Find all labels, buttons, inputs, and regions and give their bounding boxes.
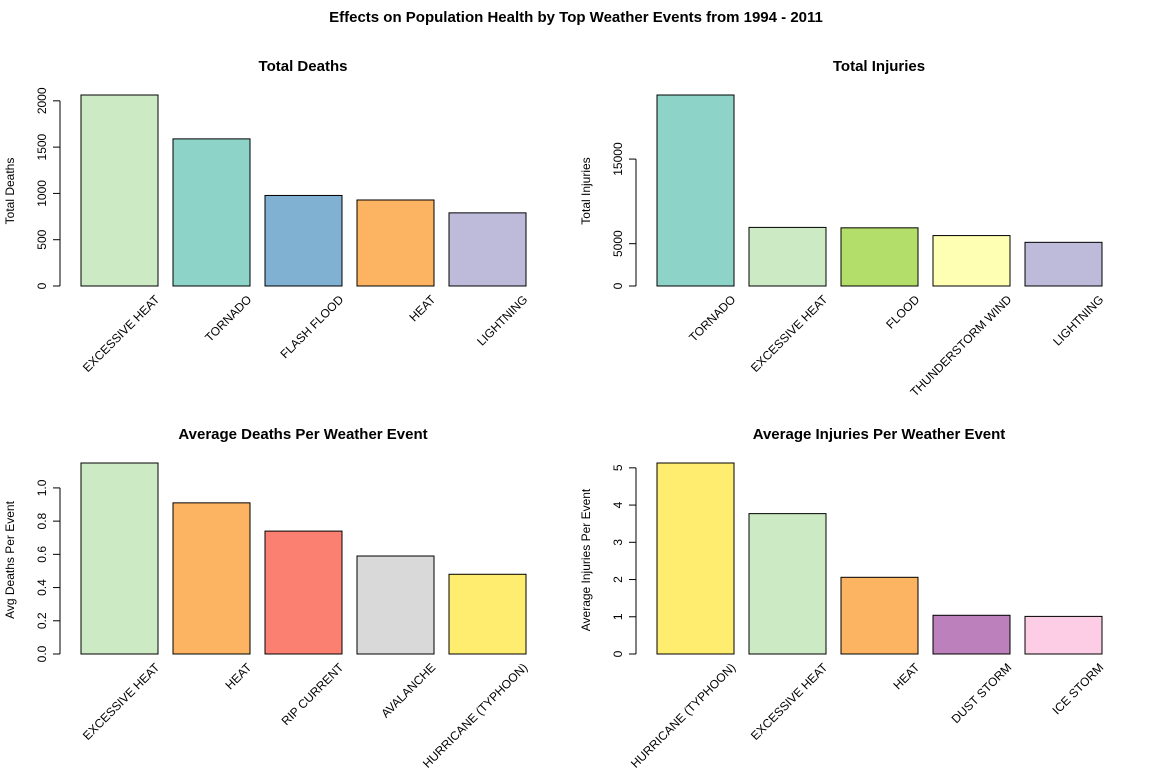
category-label: LIGHTNING [1050,292,1106,348]
category-label: EXCESSIVE HEAT [80,292,163,375]
bar [932,235,1011,287]
panel-total-injuries: Total Injuries Total Injuries 0 5000 15000… [579,58,1106,399]
bar [932,614,1011,655]
panel-average-deaths: Average Deaths Per Weather Event Avg Dea… [3,426,530,768]
panel-title: Total Injuries [833,58,925,75]
y-tick-label: 2000 [35,87,49,114]
bar [1024,241,1103,287]
category-label: THUNDERSTORM WIND [907,292,1014,399]
figure-title: Effects on Population Health by Top Weat… [329,9,823,26]
bar [80,462,159,655]
y-tick-label: 0.0 [35,645,49,662]
bar [656,94,735,287]
category-label: DUST STORM [949,660,1015,726]
category-label: RIP CURRENT [279,660,347,728]
y-tick-label: 1500 [35,133,49,160]
category-label: HURRICANE (TYPHOON) [628,660,738,768]
category-label: LIGHTNING [474,292,530,348]
category-label: ICE STORM [1049,660,1106,717]
bar [448,212,527,287]
category-label: HURRICANE (TYPHOON) [420,660,530,768]
category-label: TORNADO [202,292,254,344]
bar [264,194,343,287]
category-label: HEAT [406,292,438,324]
y-axis-label: Total Injuries [579,157,593,224]
panel-title: Average Deaths Per Weather Event [178,426,427,443]
y-tick-label: 2 [611,576,625,583]
panel-total-deaths: Total Deaths Total Deaths 0 500 1000 1500 20… [3,58,530,375]
y-tick-label: 1.0 [35,479,49,496]
category-label: TORNADO [686,292,738,344]
y-tick-label: 15000 [611,142,625,176]
y-axis-label: Average Injuries Per Event [579,488,593,631]
bar [80,94,159,287]
bar [840,576,919,655]
category-label: HEAT [222,660,254,692]
bar [172,502,251,655]
category-label: EXCESSIVE HEAT [748,292,831,375]
bar [448,573,527,655]
bar [172,138,251,287]
bar [656,462,735,655]
y-axis-label: Total Deaths [3,158,17,225]
y-tick-label: 0.6 [35,546,49,563]
bar [264,530,343,655]
y-tick-label: 0 [611,282,625,289]
y-tick-label: 1 [611,613,625,620]
y-tick-label: 0 [35,282,49,289]
bar [356,199,435,287]
y-tick-label: 1000 [35,180,49,207]
y-tick-label: 4 [611,501,625,508]
category-label: EXCESSIVE HEAT [748,660,831,743]
y-tick-label: 3 [611,539,625,546]
y-axis-label: Avg Deaths Per Event [3,500,17,619]
panel-title: Total Deaths [259,58,348,75]
y-tick-label: 0.8 [35,512,49,529]
y-tick-label: 500 [35,229,49,249]
category-label: AVALANCHE [378,660,438,720]
bar [840,227,919,287]
bar [748,513,827,655]
y-tick-label: 5000 [611,230,625,257]
bar [356,555,435,655]
y-tick-label: 0.2 [35,612,49,629]
bar [1024,615,1103,655]
category-label: EXCESSIVE HEAT [80,660,163,743]
category-label: FLOOD [883,292,922,331]
y-tick-label: 5 [611,464,625,471]
category-label: HEAT [890,660,922,692]
y-tick-label: 0 [611,650,625,657]
category-label: FLASH FLOOD [277,292,346,361]
bar [748,226,827,287]
y-tick-label: 0.4 [35,579,49,596]
panel-average-injuries: Average Injuries Per Weather Event Avera… [579,426,1106,768]
panel-title: Average Injuries Per Weather Event [753,426,1006,443]
